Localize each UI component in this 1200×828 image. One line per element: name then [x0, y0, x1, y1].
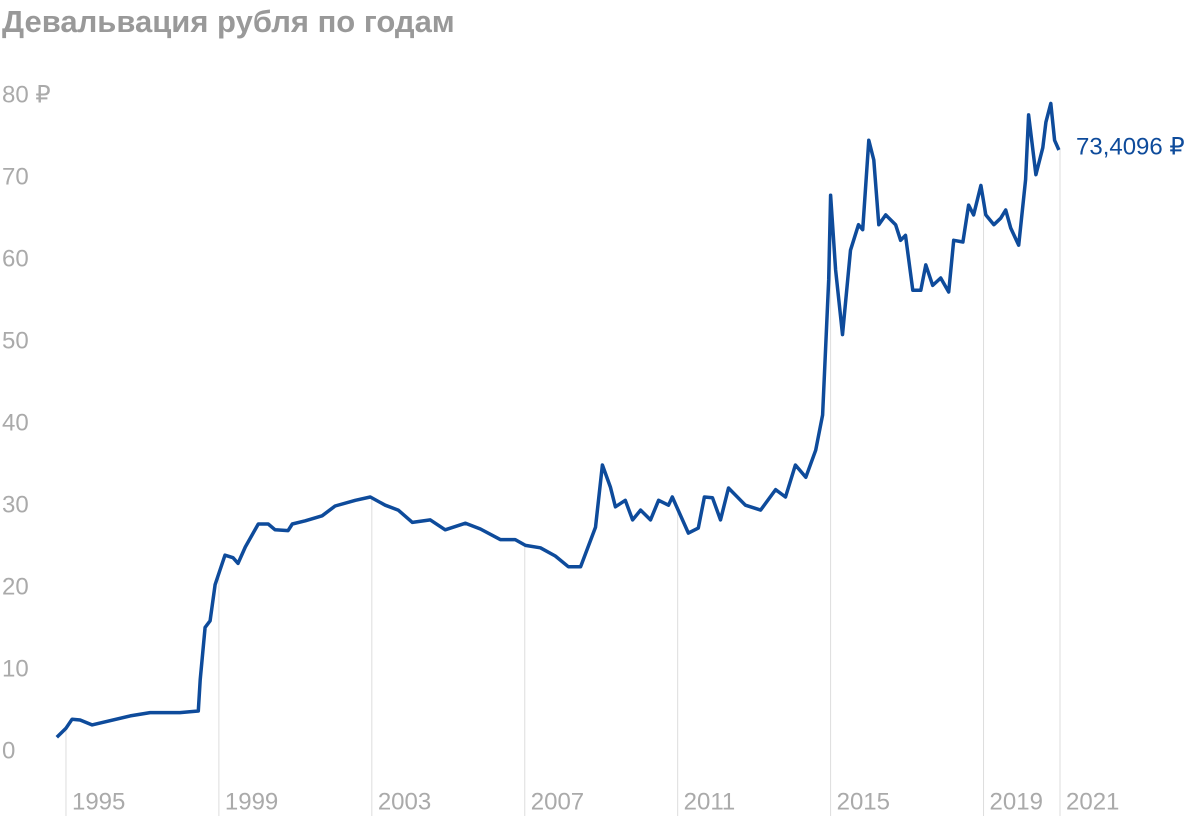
x-tick-label: 2003 [378, 788, 431, 815]
y-tick-label: 50 [2, 327, 29, 354]
x-tick-label: 2019 [990, 788, 1043, 815]
y-tick-label: 10 [2, 655, 29, 682]
y-tick-label: 30 [2, 491, 29, 518]
chart-title: Девальвация рубля по годам [2, 4, 455, 39]
value-label: 73,4096 ₽ [1076, 133, 1185, 160]
x-tick-label: 2011 [684, 788, 736, 815]
x-tick-label: 2015 [837, 788, 890, 815]
x-tick-label: 2021 [1066, 788, 1119, 815]
y-tick-label: 40 [2, 409, 29, 436]
x-tick-label: 2007 [531, 788, 584, 815]
y-tick-label: 0 [2, 737, 15, 764]
data-line [55, 101, 1061, 739]
x-tick-label: 1999 [225, 788, 278, 815]
y-tick-label: 70 [2, 163, 29, 190]
y-tick-label: 60 [2, 245, 29, 272]
y-tick-label: 80 ₽ [2, 81, 51, 108]
x-tick-label: 1995 [72, 788, 125, 815]
y-tick-label: 20 [2, 573, 29, 600]
